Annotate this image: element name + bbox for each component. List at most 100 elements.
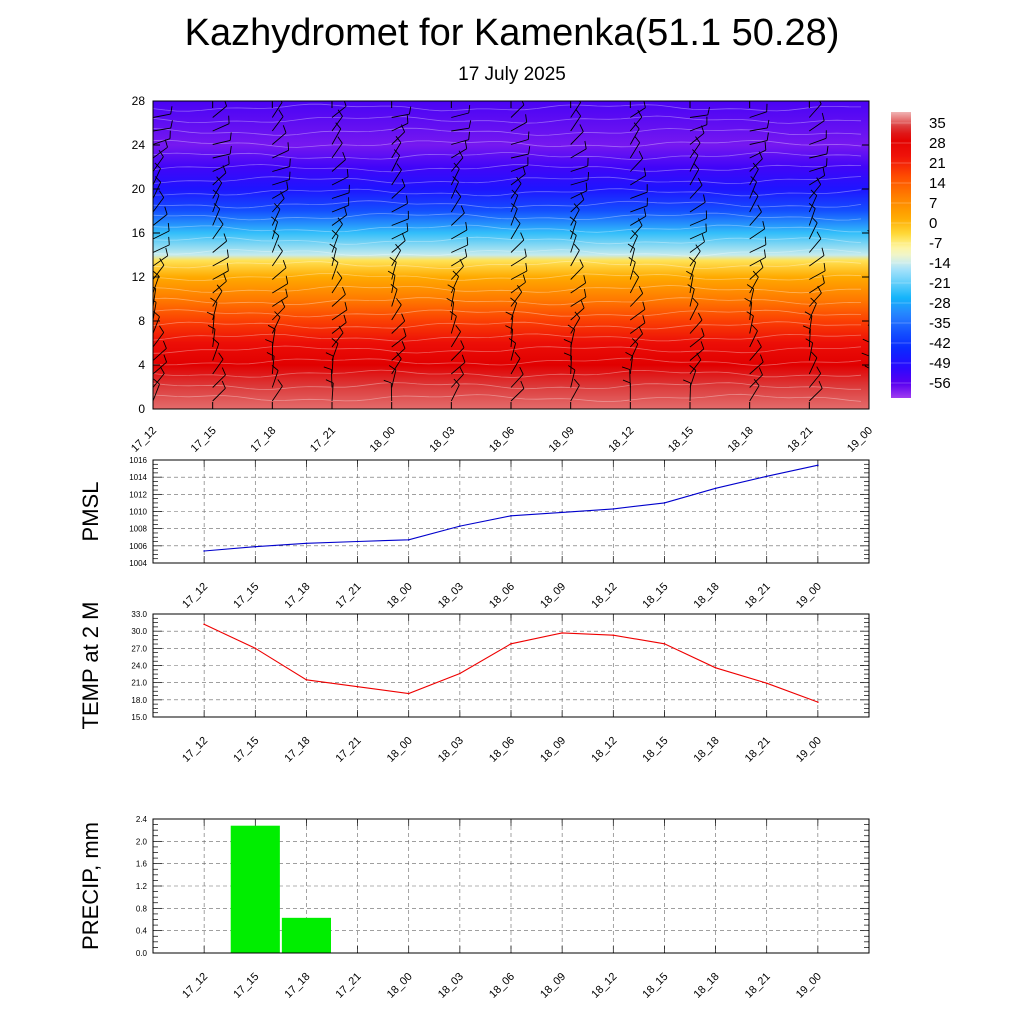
wind-barb	[510, 164, 529, 172]
wind-barb	[808, 388, 823, 402]
colorbar-label: -21	[929, 275, 951, 292]
wind-barb	[391, 113, 410, 118]
wind-barb-flag	[159, 190, 165, 198]
contour-line	[153, 285, 862, 294]
wind-barb-flag	[875, 96, 879, 103]
data-point	[612, 634, 615, 636]
wind-barb	[272, 166, 290, 172]
wind-barb-flag	[206, 311, 215, 317]
wind-barb-flag	[762, 220, 766, 230]
wind-barb-flag	[282, 125, 287, 133]
wind-barb-flag	[267, 324, 276, 330]
y-tick-label: 1008	[129, 525, 147, 534]
wind-barb	[868, 171, 869, 172]
wind-barb	[212, 123, 230, 132]
wind-barb	[809, 165, 827, 172]
wind-barb	[570, 296, 587, 307]
wind-barb	[749, 158, 763, 172]
wind-barb	[570, 355, 572, 375]
y-axis-label: PRECIP, mm	[78, 822, 103, 950]
y-tick-label: 24.0	[131, 662, 147, 671]
wind-barb	[391, 185, 406, 199]
wind-barb	[629, 225, 643, 240]
wind-barb-flag	[527, 131, 530, 140]
wind-barb	[629, 248, 636, 267]
wind-barb	[570, 165, 588, 172]
wind-barb	[808, 222, 818, 240]
y-tick-label: 1004	[129, 559, 147, 568]
wind-barb-flag	[164, 206, 168, 215]
wind-barb-flag	[759, 354, 764, 363]
wind-barb	[391, 369, 397, 388]
y-tick-label: 1014	[129, 473, 147, 482]
y-tick-label: 1.6	[136, 860, 148, 869]
wind-barb	[749, 149, 766, 159]
wind-barb	[809, 153, 827, 159]
wind-barb	[868, 237, 869, 239]
wind-barb	[689, 201, 706, 213]
wind-barb-flag	[583, 289, 587, 298]
x-tick-label: 18_12	[589, 735, 619, 765]
wind-barb-flag	[818, 380, 823, 389]
wind-barb	[271, 198, 285, 213]
wind-barb-flag	[569, 216, 577, 223]
x-tick-label: 17_15	[231, 971, 261, 1001]
wind-barb	[153, 332, 165, 348]
wind-barb-flag	[822, 275, 825, 284]
wind-barb-flag	[683, 379, 691, 384]
wind-barb	[868, 184, 869, 185]
wind-barb	[510, 388, 525, 402]
wind-barb-flag	[459, 366, 464, 375]
wind-barb	[809, 175, 825, 186]
wind-barb	[689, 275, 694, 294]
wind-barb	[212, 374, 226, 388]
contour-line	[153, 297, 862, 306]
wind-barb-flag	[455, 325, 461, 332]
x-tick-label: 18_15	[640, 581, 670, 611]
wind-barb-flag	[170, 106, 173, 115]
wind-barb	[212, 280, 227, 294]
wind-barb	[808, 328, 811, 348]
wind-barb-flag	[164, 139, 168, 148]
wind-barb-flag	[864, 365, 869, 369]
wind-barb-flag	[689, 365, 697, 371]
wind-barb	[868, 224, 869, 226]
wind-barb-flag	[282, 260, 287, 268]
data-point	[561, 511, 563, 514]
wind-barb	[868, 319, 869, 320]
wind-barb	[331, 142, 343, 159]
wind-barb	[391, 240, 406, 253]
wind-barb-flag	[229, 145, 232, 154]
wind-barb-flag	[221, 367, 226, 376]
wind-barb-flag	[881, 301, 883, 309]
y-tick-label: 18.0	[131, 696, 147, 705]
wind-barb	[391, 304, 402, 321]
data-point	[714, 487, 717, 490]
wind-barb	[570, 199, 585, 213]
y-tick-label: 12	[132, 270, 146, 284]
data-point	[356, 685, 359, 688]
panel-frame	[152, 459, 870, 564]
wind-barb	[331, 248, 337, 267]
wind-barb-flag	[460, 205, 465, 214]
wind-barb	[570, 209, 580, 226]
wind-barb-flag	[393, 149, 400, 156]
wind-barb	[391, 142, 402, 159]
wind-barb-flag	[168, 236, 170, 245]
wind-barb-flag	[574, 311, 581, 319]
wind-barb	[868, 211, 869, 212]
wind-barb	[570, 221, 577, 240]
x-tick-label: 17_18	[248, 425, 278, 455]
y-tick-label: 21.0	[131, 679, 147, 688]
x-tick-label: 18_18	[726, 425, 756, 455]
data-point	[765, 475, 768, 478]
wind-barb-flag	[342, 286, 346, 295]
wind-barb-flag	[224, 101, 228, 107]
wind-barb	[510, 208, 518, 226]
wind-barb-flag	[401, 178, 406, 187]
wind-barb-flag	[153, 378, 160, 385]
wind-barb	[629, 142, 641, 159]
wind-barb-flag	[510, 297, 517, 304]
x-tick-label: 18_09	[538, 735, 568, 765]
colorbar-label: -35	[929, 315, 951, 332]
